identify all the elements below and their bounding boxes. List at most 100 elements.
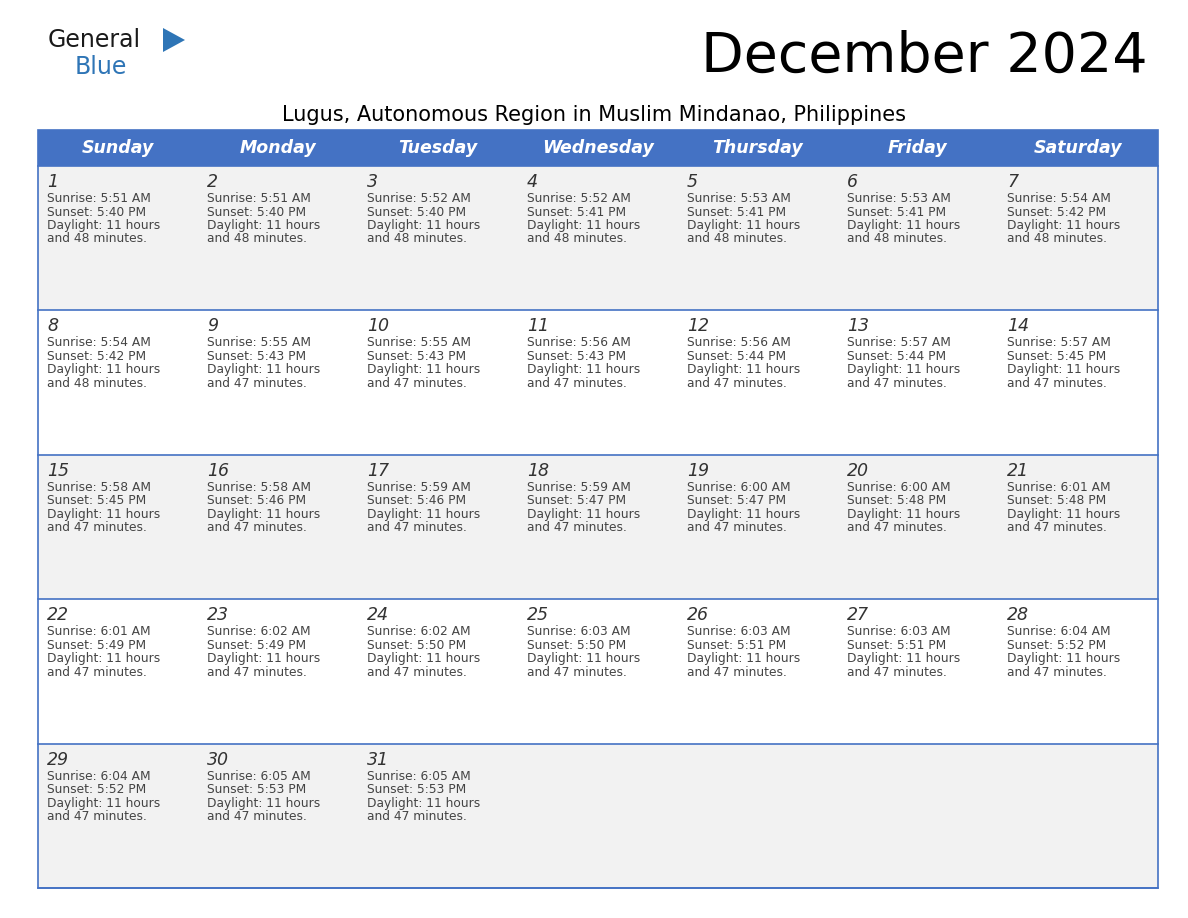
Text: Sunrise: 6:02 AM: Sunrise: 6:02 AM [367,625,470,638]
Text: Sunrise: 5:53 AM: Sunrise: 5:53 AM [687,192,791,205]
Text: Daylight: 11 hours: Daylight: 11 hours [847,364,960,376]
Text: December 2024: December 2024 [701,30,1148,84]
Text: and 47 minutes.: and 47 minutes. [847,666,947,678]
Text: Sunrise: 6:05 AM: Sunrise: 6:05 AM [367,769,470,783]
Text: and 47 minutes.: and 47 minutes. [207,521,307,534]
Text: 6: 6 [847,173,858,191]
Text: Sunrise: 6:03 AM: Sunrise: 6:03 AM [527,625,631,638]
Text: and 47 minutes.: and 47 minutes. [367,666,467,678]
Text: Sunrise: 6:01 AM: Sunrise: 6:01 AM [1007,481,1111,494]
Text: Sunset: 5:46 PM: Sunset: 5:46 PM [367,494,466,508]
Text: 28: 28 [1007,606,1029,624]
Text: Sunrise: 5:54 AM: Sunrise: 5:54 AM [48,336,151,350]
Text: Sunset: 5:43 PM: Sunset: 5:43 PM [207,350,307,363]
Text: and 47 minutes.: and 47 minutes. [687,666,786,678]
Text: 27: 27 [847,606,868,624]
Text: and 48 minutes.: and 48 minutes. [48,377,147,390]
Text: Sunrise: 6:03 AM: Sunrise: 6:03 AM [687,625,791,638]
Text: Sunrise: 5:57 AM: Sunrise: 5:57 AM [847,336,950,350]
Text: and 47 minutes.: and 47 minutes. [1007,666,1107,678]
Text: Daylight: 11 hours: Daylight: 11 hours [1007,508,1120,521]
Text: Saturday: Saturday [1034,139,1123,157]
Text: and 48 minutes.: and 48 minutes. [1007,232,1107,245]
Text: and 47 minutes.: and 47 minutes. [207,377,307,390]
Text: and 47 minutes.: and 47 minutes. [847,521,947,534]
Text: Sunset: 5:44 PM: Sunset: 5:44 PM [687,350,786,363]
Text: Sunset: 5:44 PM: Sunset: 5:44 PM [847,350,946,363]
Bar [38,130,1158,166]
Bar [38,744,1158,888]
Text: Daylight: 11 hours: Daylight: 11 hours [367,508,480,521]
Text: 8: 8 [48,318,58,335]
Text: Sunrise: 6:04 AM: Sunrise: 6:04 AM [1007,625,1111,638]
Text: Daylight: 11 hours: Daylight: 11 hours [48,364,160,376]
Text: Daylight: 11 hours: Daylight: 11 hours [1007,364,1120,376]
Text: Sunrise: 6:05 AM: Sunrise: 6:05 AM [207,769,311,783]
Text: Daylight: 11 hours: Daylight: 11 hours [207,797,321,810]
Text: Sunrise: 5:57 AM: Sunrise: 5:57 AM [1007,336,1111,350]
Text: Daylight: 11 hours: Daylight: 11 hours [687,652,801,666]
Text: Daylight: 11 hours: Daylight: 11 hours [48,219,160,232]
Text: 29: 29 [48,751,69,768]
Text: Sunset: 5:53 PM: Sunset: 5:53 PM [207,783,307,796]
Text: 7: 7 [1007,173,1018,191]
Text: and 47 minutes.: and 47 minutes. [687,377,786,390]
Text: Daylight: 11 hours: Daylight: 11 hours [687,219,801,232]
Text: Sunrise: 5:55 AM: Sunrise: 5:55 AM [367,336,470,350]
Text: and 47 minutes.: and 47 minutes. [527,666,627,678]
Text: Sunset: 5:48 PM: Sunset: 5:48 PM [1007,494,1106,508]
Text: Sunrise: 6:02 AM: Sunrise: 6:02 AM [207,625,310,638]
Text: and 47 minutes.: and 47 minutes. [48,810,147,823]
Text: Sunset: 5:40 PM: Sunset: 5:40 PM [207,206,307,218]
Text: Sunrise: 5:54 AM: Sunrise: 5:54 AM [1007,192,1111,205]
Text: and 47 minutes.: and 47 minutes. [207,810,307,823]
Text: Sunrise: 6:00 AM: Sunrise: 6:00 AM [687,481,791,494]
Text: Sunset: 5:43 PM: Sunset: 5:43 PM [527,350,626,363]
Text: Sunday: Sunday [82,139,154,157]
Text: Sunrise: 5:55 AM: Sunrise: 5:55 AM [207,336,311,350]
Text: Sunset: 5:42 PM: Sunset: 5:42 PM [48,350,146,363]
Text: 12: 12 [687,318,709,335]
Text: and 47 minutes.: and 47 minutes. [48,521,147,534]
Text: Sunset: 5:42 PM: Sunset: 5:42 PM [1007,206,1106,218]
Text: 18: 18 [527,462,549,480]
Text: Sunset: 5:48 PM: Sunset: 5:48 PM [847,494,947,508]
Bar [38,166,1158,310]
Text: Sunrise: 5:52 AM: Sunrise: 5:52 AM [527,192,631,205]
Text: and 47 minutes.: and 47 minutes. [847,377,947,390]
Text: and 48 minutes.: and 48 minutes. [687,232,786,245]
Text: 24: 24 [367,606,388,624]
Text: Sunset: 5:43 PM: Sunset: 5:43 PM [367,350,466,363]
Text: 19: 19 [687,462,709,480]
Text: and 47 minutes.: and 47 minutes. [527,521,627,534]
Text: Daylight: 11 hours: Daylight: 11 hours [367,364,480,376]
Text: and 47 minutes.: and 47 minutes. [687,521,786,534]
Text: Sunset: 5:49 PM: Sunset: 5:49 PM [48,639,146,652]
Text: and 47 minutes.: and 47 minutes. [527,377,627,390]
Text: Daylight: 11 hours: Daylight: 11 hours [527,219,640,232]
Text: Sunset: 5:41 PM: Sunset: 5:41 PM [687,206,786,218]
Text: and 47 minutes.: and 47 minutes. [1007,377,1107,390]
Text: 25: 25 [527,606,549,624]
Bar [38,130,1158,888]
Text: Sunrise: 6:03 AM: Sunrise: 6:03 AM [847,625,950,638]
Text: Sunset: 5:45 PM: Sunset: 5:45 PM [1007,350,1106,363]
Text: 13: 13 [847,318,868,335]
Text: Sunset: 5:46 PM: Sunset: 5:46 PM [207,494,307,508]
Text: 11: 11 [527,318,549,335]
Text: 9: 9 [207,318,219,335]
Text: Daylight: 11 hours: Daylight: 11 hours [847,219,960,232]
Text: Sunset: 5:40 PM: Sunset: 5:40 PM [48,206,146,218]
Text: and 47 minutes.: and 47 minutes. [367,377,467,390]
Text: Blue: Blue [75,55,127,79]
Text: Sunrise: 6:04 AM: Sunrise: 6:04 AM [48,769,151,783]
Text: and 47 minutes.: and 47 minutes. [367,810,467,823]
Text: 31: 31 [367,751,388,768]
Text: 16: 16 [207,462,229,480]
Text: Sunset: 5:51 PM: Sunset: 5:51 PM [847,639,947,652]
Text: Sunset: 5:52 PM: Sunset: 5:52 PM [48,783,146,796]
Text: 5: 5 [687,173,699,191]
Bar [38,599,1158,744]
Text: Sunset: 5:53 PM: Sunset: 5:53 PM [367,783,466,796]
Text: 1: 1 [48,173,58,191]
